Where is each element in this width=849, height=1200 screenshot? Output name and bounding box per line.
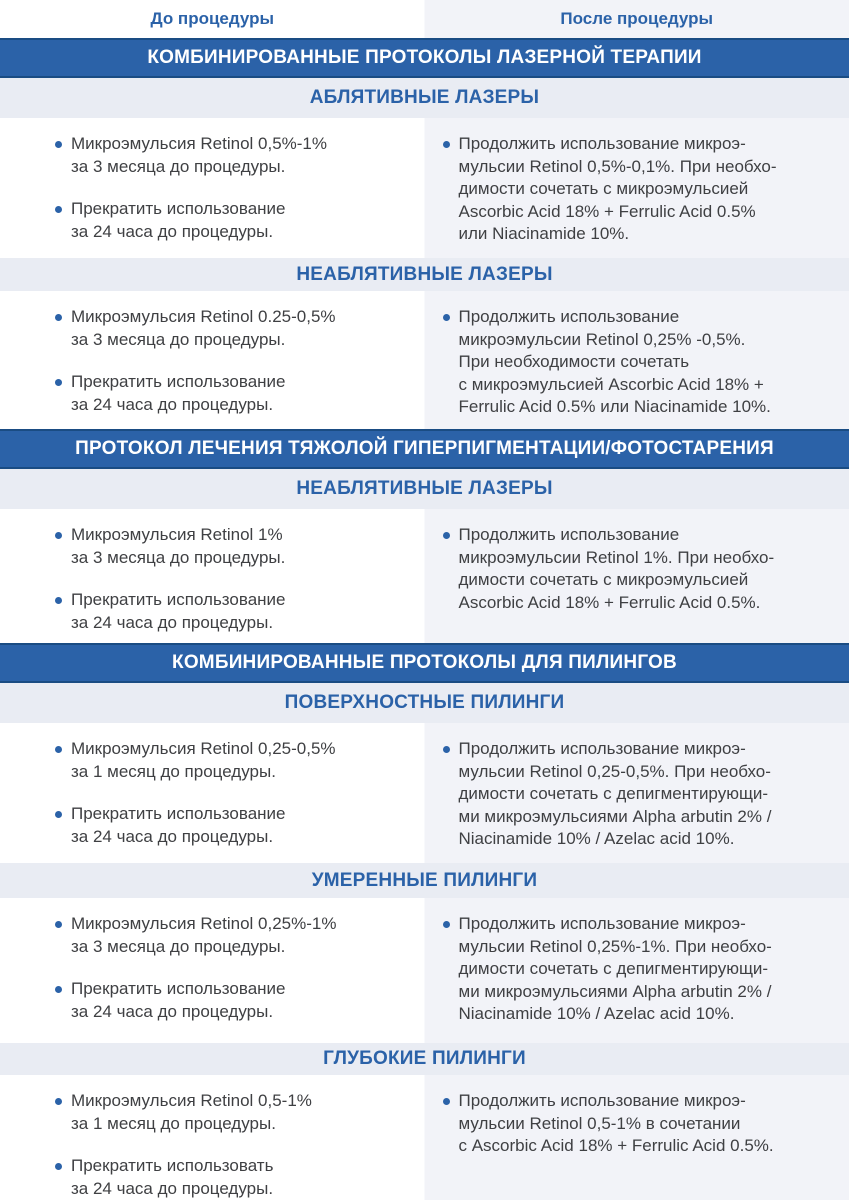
- list-item: Микроэмульсия Retinol 0,25%-1% за 3 меся…: [55, 913, 403, 958]
- list-item: Продолжить использование микроэ- мульсии…: [442, 738, 836, 851]
- list-item-text: Микроэмульсия Retinol 0,25-0,5% за 1 мес…: [71, 739, 336, 781]
- bullet-icon: [442, 746, 450, 753]
- bullet-icon: [55, 314, 62, 321]
- list-item-text: Прекратить использование за 24 часа до п…: [71, 804, 286, 846]
- bullet-icon: [55, 1163, 62, 1171]
- bullet-icon: [55, 921, 62, 928]
- list-item-text: Продолжить использование микроэмульсии R…: [458, 525, 775, 612]
- bullet-icon: [55, 379, 62, 387]
- list-item-text: Микроэмульсия Retinol 0,5%-1% за 3 месяц…: [71, 134, 328, 176]
- bullet-icon: [442, 1098, 450, 1105]
- list-item-text: Микроэмульсия Retinol 0,5-1% за 1 месяц …: [71, 1091, 312, 1133]
- list-item-text: Продолжить использование микроэ- мульсии…: [458, 739, 772, 849]
- list-item: Микроэмульсия Retinol 1% за 3 месяца до …: [55, 524, 403, 569]
- list-item: Продолжить использование микроэ- мульсии…: [442, 133, 836, 246]
- list-item-text: Прекратить использовать за 24 часа до пр…: [71, 1156, 274, 1198]
- bullet-icon: [442, 141, 450, 148]
- list-item: Микроэмульсия Retinol 0,5-1% за 1 месяц …: [55, 1090, 403, 1135]
- list-item: Прекратить использование за 24 часа до п…: [55, 803, 403, 848]
- list-item: Прекратить использование за 24 часа до п…: [55, 589, 403, 634]
- list-item: Продолжить использование микроэ- мульсии…: [442, 1090, 836, 1158]
- bullet-icon: [55, 532, 62, 539]
- list-item: Прекратить использовать за 24 часа до пр…: [55, 1155, 403, 1200]
- before-column: Микроэмульсия Retinol 0,5%-1% за 3 месяц…: [0, 118, 425, 258]
- list-item: Продолжить использование микроэ- мульсии…: [442, 913, 836, 1026]
- list-item-text: Продолжить использование микроэ- мульсии…: [458, 134, 777, 244]
- subheader-ablative-lasers: АБЛЯТИВНЫЕ ЛАЗЕРЫ: [0, 78, 849, 118]
- list-item: Микроэмульсия Retinol 0,25-0,5% за 1 мес…: [55, 738, 403, 783]
- subheader-moderate-peelings: УМЕРЕННЫЕ ПИЛИНГИ: [0, 863, 849, 898]
- banner-laser-therapy: КОМБИНИРОВАННЫЕ ПРОТОКОЛЫ ЛАЗЕРНОЙ ТЕРАП…: [0, 38, 849, 78]
- before-column: Микроэмульсия Retinol 0,5-1% за 1 месяц …: [0, 1075, 425, 1200]
- list-item-text: Прекратить использование за 24 часа до п…: [71, 979, 286, 1021]
- bullet-icon: [442, 532, 450, 539]
- bullet-icon: [55, 746, 62, 753]
- list-item: Прекратить использование за 24 часа до п…: [55, 198, 403, 243]
- list-item-text: Продолжить использование микроэмульсии R…: [458, 307, 771, 417]
- list-item: Продолжить использование микроэмульсии R…: [442, 306, 836, 419]
- column-header-before: До процедуры: [150, 9, 275, 28]
- column-headers: До процедуры После процедуры: [0, 0, 849, 38]
- after-column: Продолжить использование микроэ- мульсии…: [425, 118, 849, 258]
- bullet-icon: [55, 986, 62, 994]
- list-item-text: Прекратить использование за 24 часа до п…: [71, 590, 286, 632]
- bullet-icon: [442, 314, 450, 321]
- subheader-deep-peelings: ГЛУБОКИЕ ПИЛИНГИ: [0, 1043, 849, 1075]
- list-item: Продолжить использование микроэмульсии R…: [442, 524, 836, 614]
- after-column: Продолжить использование микроэ- мульсии…: [425, 1075, 849, 1200]
- section-content: Микроэмульсия Retinol 0,25%-1% за 3 меся…: [0, 898, 849, 1043]
- section-content: Микроэмульсия Retinol 1% за 3 месяца до …: [0, 509, 849, 643]
- bullet-icon: [55, 597, 62, 605]
- column-header-after: После процедуры: [560, 9, 714, 28]
- list-item-text: Прекратить использование за 24 часа до п…: [71, 372, 286, 414]
- bullet-icon: [55, 1098, 62, 1105]
- list-item: Прекратить использование за 24 часа до п…: [55, 371, 403, 416]
- subheader-nonablative-lasers: НЕАБЛЯТИВНЫЕ ЛАЗЕРЫ: [0, 469, 849, 509]
- list-item-text: Продолжить использование микроэ- мульсии…: [458, 1091, 774, 1156]
- section-content: Микроэмульсия Retinol 0,5%-1% за 3 месяц…: [0, 118, 849, 258]
- list-item: Микроэмульсия Retinol 0.25-0,5% за 3 мес…: [55, 306, 403, 351]
- bullet-icon: [55, 141, 62, 148]
- list-item: Прекратить использование за 24 часа до п…: [55, 978, 403, 1023]
- after-column: Продолжить использование микроэмульсии R…: [425, 291, 849, 429]
- before-column: Микроэмульсия Retinol 0,25%-1% за 3 меся…: [0, 898, 425, 1043]
- after-column: Продолжить использование микроэ- мульсии…: [425, 723, 849, 863]
- list-item-text: Продолжить использование микроэ- мульсии…: [458, 914, 772, 1024]
- after-column: Продолжить использование микроэмульсии R…: [425, 509, 849, 643]
- list-item-text: Прекратить использование за 24 часа до п…: [71, 199, 286, 241]
- section-content: Микроэмульсия Retinol 0,25-0,5% за 1 мес…: [0, 723, 849, 863]
- before-column: Микроэмульсия Retinol 0.25-0,5% за 3 мес…: [0, 291, 425, 429]
- banner-hyperpigmentation: ПРОТОКОЛ ЛЕЧЕНИЯ ТЯЖОЛОЙ ГИПЕРПИГМЕНТАЦИ…: [0, 429, 849, 469]
- subheader-superficial-peelings: ПОВЕРХНОСТНЫЕ ПИЛИНГИ: [0, 683, 849, 723]
- section-content: Микроэмульсия Retinol 0.25-0,5% за 3 мес…: [0, 291, 849, 429]
- bullet-icon: [55, 206, 62, 214]
- banner-peelings: КОМБИНИРОВАННЫЕ ПРОТОКОЛЫ ДЛЯ ПИЛИНГОВ: [0, 643, 849, 683]
- subheader-nonablative-lasers: НЕАБЛЯТИВНЫЕ ЛАЗЕРЫ: [0, 258, 849, 291]
- bullet-icon: [442, 921, 450, 928]
- before-column: Микроэмульсия Retinol 0,25-0,5% за 1 мес…: [0, 723, 425, 863]
- after-column: Продолжить использование микроэ- мульсии…: [425, 898, 849, 1043]
- list-item-text: Микроэмульсия Retinol 1% за 3 месяца до …: [71, 525, 286, 567]
- list-item-text: Микроэмульсия Retinol 0.25-0,5% за 3 мес…: [71, 307, 336, 349]
- section-content: Микроэмульсия Retinol 0,5-1% за 1 месяц …: [0, 1075, 849, 1200]
- bullet-icon: [55, 811, 62, 819]
- list-item: Микроэмульсия Retinol 0,5%-1% за 3 месяц…: [55, 133, 403, 178]
- before-column: Микроэмульсия Retinol 1% за 3 месяца до …: [0, 509, 425, 643]
- list-item-text: Микроэмульсия Retinol 0,25%-1% за 3 меся…: [71, 914, 337, 956]
